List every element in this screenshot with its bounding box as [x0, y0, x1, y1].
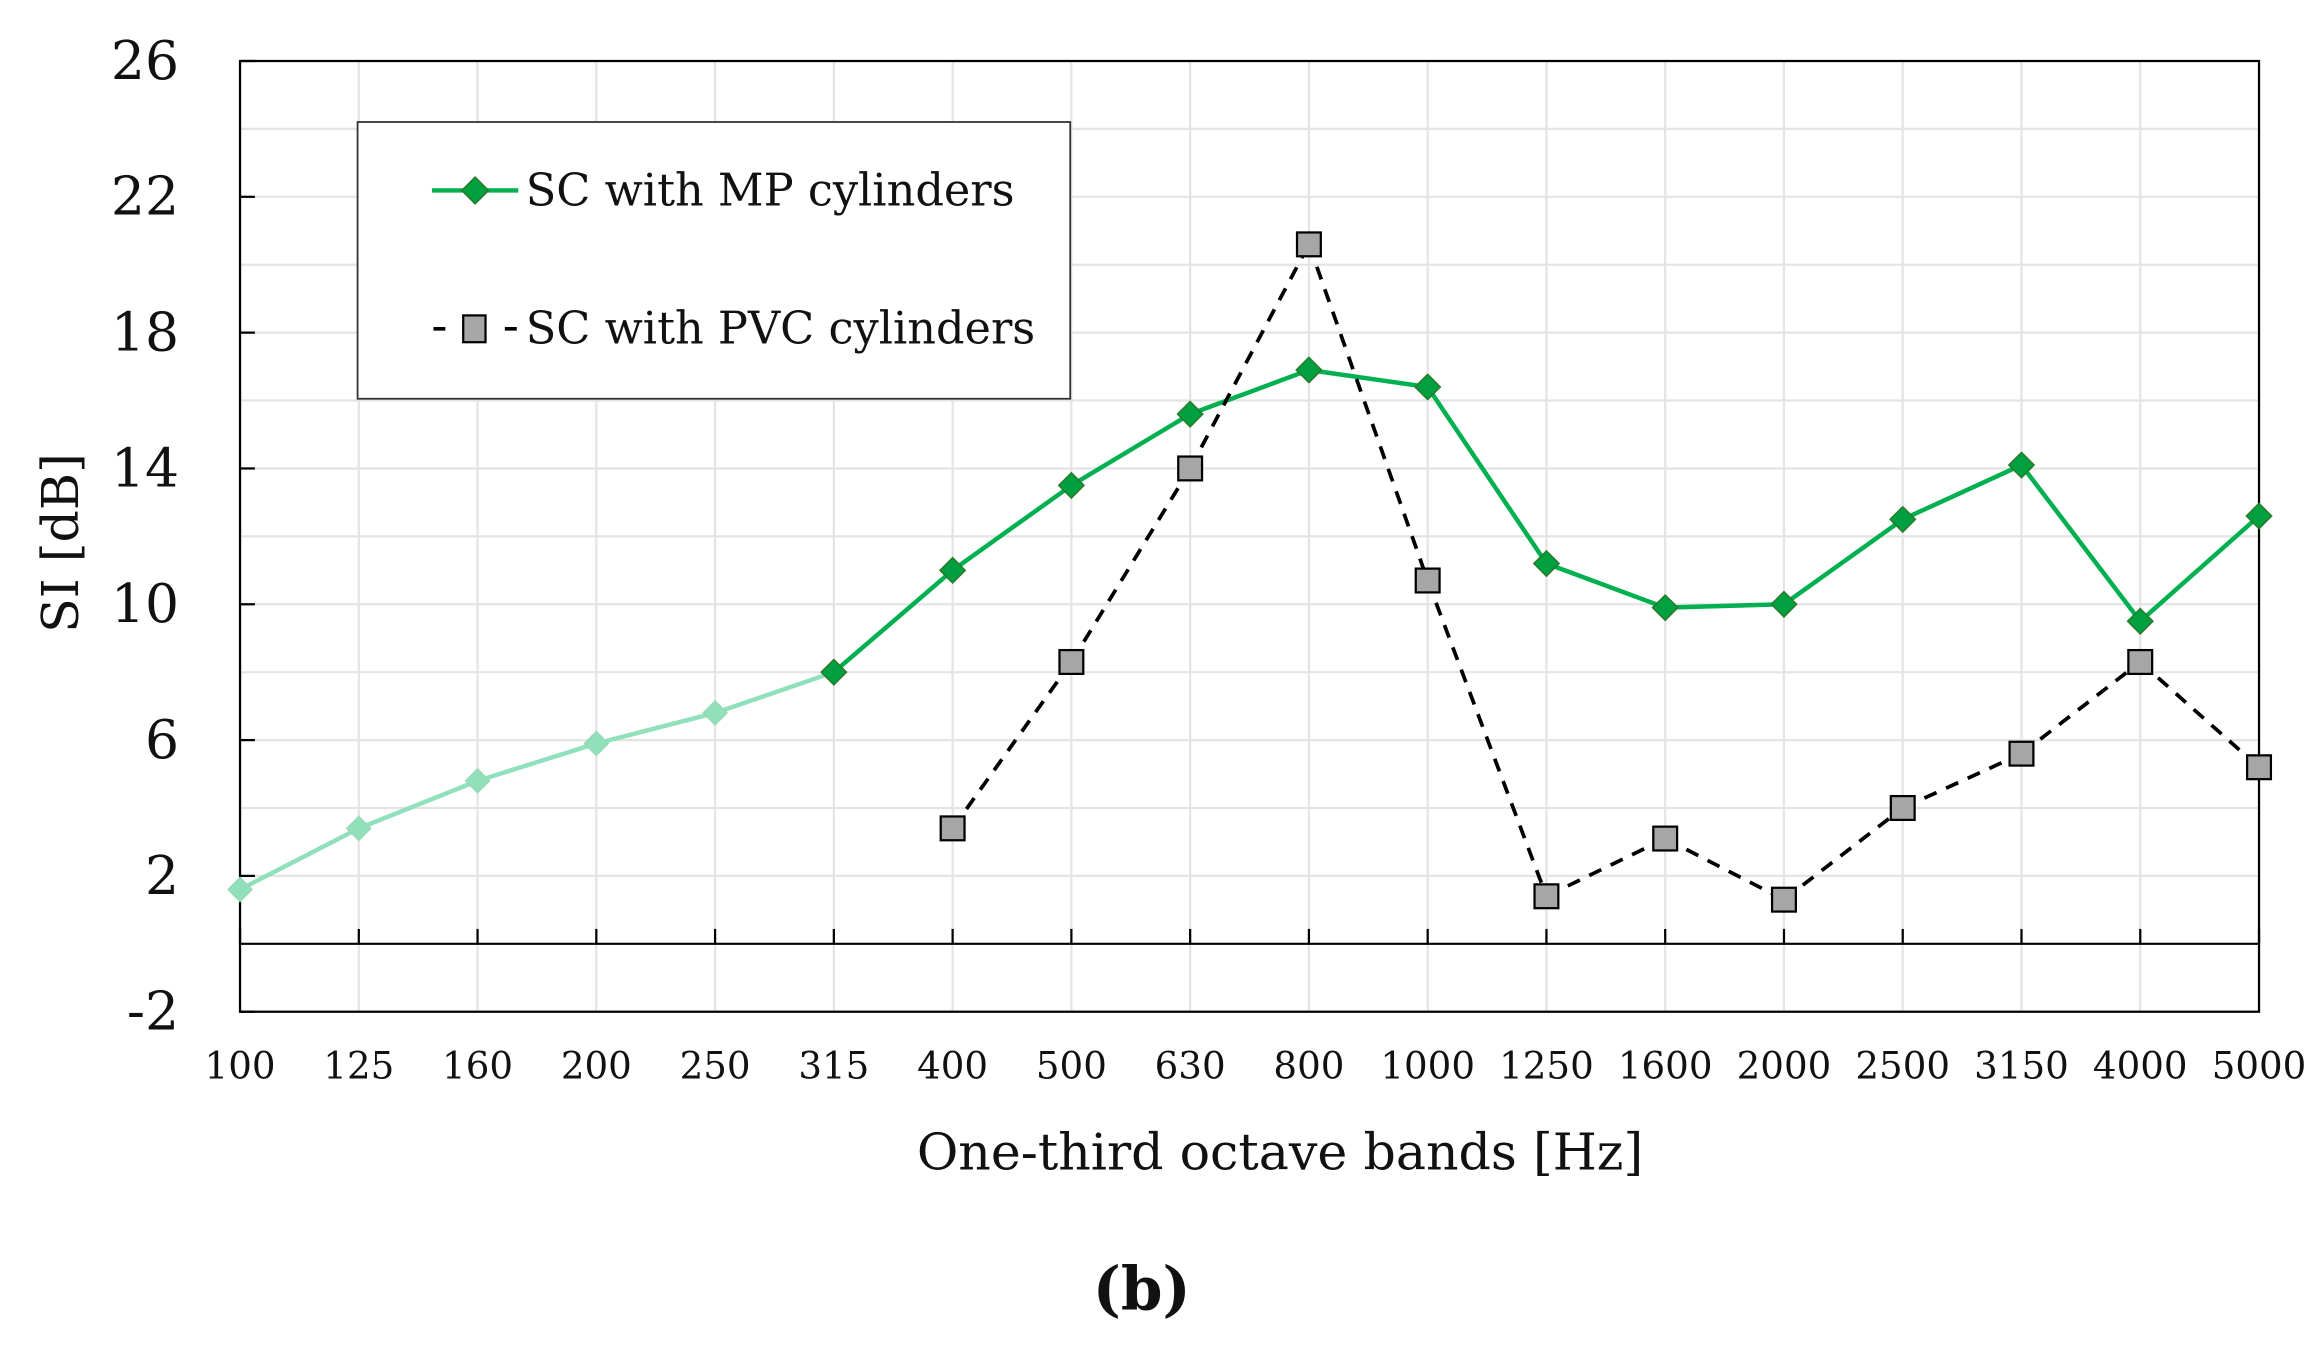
- x-tick-label: 1250: [1499, 1044, 1594, 1088]
- x-tick-label: 1000: [1380, 1044, 1475, 1088]
- mp-data-point: [1295, 356, 1323, 384]
- y-tick-label: 14: [111, 436, 179, 499]
- y-tick-label: 26: [111, 29, 179, 92]
- x-tick-label: 630: [1155, 1044, 1226, 1088]
- mp-data-point: [1651, 593, 1679, 622]
- mp-data-point: [1057, 471, 1086, 500]
- series-1-segment: [1425, 579, 1549, 897]
- series-0-segment: [1070, 412, 1192, 488]
- x-tick-label: 400: [917, 1044, 988, 1088]
- series-1-segment: [1782, 806, 1904, 902]
- series-0-segment: [2019, 463, 2143, 623]
- legend-mp-marker: [460, 175, 490, 205]
- series-1-segment: [2139, 660, 2261, 769]
- series-1-segment: [1545, 836, 1667, 898]
- x-tick-label: 800: [1273, 1044, 1344, 1088]
- pvc-data-point: [1058, 648, 1085, 676]
- y-axis-label: SI [dB]: [31, 453, 90, 633]
- series-0-segment: [357, 778, 479, 831]
- y-tick-label: 6: [145, 708, 179, 771]
- pvc-data-point: [1533, 883, 1560, 910]
- x-tick-label: 4000: [2093, 1044, 2188, 1088]
- x-tick-label: 200: [561, 1044, 632, 1088]
- x-tick-label: 2500: [1855, 1044, 1950, 1088]
- pvc-data-point: [1652, 825, 1679, 852]
- x-tick-label: 160: [442, 1044, 513, 1088]
- series-0-segment: [1425, 385, 1549, 565]
- pvc-data-point: [2008, 740, 2035, 767]
- mp-data-point: [345, 815, 372, 842]
- mp-data-point: [583, 730, 610, 757]
- series-0-segment: [1901, 463, 2023, 522]
- series-layer: [227, 231, 2273, 913]
- x-tick-labels: 100 125 160 200 250 315 400 500 630 800 1000 1250 16…: [205, 1044, 2307, 1088]
- pvc-data-point: [2127, 648, 2154, 676]
- mp-data-point: [702, 699, 729, 726]
- x-tick-label: 5000: [2212, 1044, 2307, 1088]
- series-0-segment: [476, 741, 597, 783]
- mp-data-point: [1532, 549, 1561, 578]
- pvc-data-point: [1414, 567, 1441, 594]
- mp-data-point: [1413, 373, 1442, 401]
- mp-data-point: [2007, 451, 2036, 479]
- mp-data-point: [464, 767, 491, 794]
- series-0-segment: [1189, 367, 1310, 417]
- series-1-segment: [1664, 836, 1785, 902]
- series-0-segment: [1308, 367, 1428, 390]
- x-tick-label: 500: [1036, 1044, 1107, 1088]
- series-0-segment: [951, 483, 1073, 573]
- series-0-segment: [1665, 602, 1785, 610]
- plot-frame: [238, 59, 2261, 1013]
- mp-data-point: [1176, 400, 1204, 428]
- y-tick-label: 10: [111, 572, 179, 635]
- legend-pvc-label: SC with PVC cylinders: [526, 303, 1036, 355]
- pvc-data-point: [939, 815, 966, 842]
- series-0-segment: [1545, 561, 1666, 610]
- series-0-segment: [714, 670, 835, 716]
- series-1-segment: [2020, 660, 2142, 756]
- mp-data-point: [2245, 502, 2273, 530]
- y-tick-label: -2: [127, 980, 179, 1043]
- series-0-segment: [1782, 517, 1905, 607]
- pvc-data-point: [2246, 754, 2273, 781]
- x-tick-label: 2000: [1737, 1044, 1832, 1088]
- series-1-segment: [1307, 243, 1430, 582]
- series-1-segment: [1901, 751, 2023, 810]
- y-tick-label: 2: [145, 844, 179, 907]
- x-tick-label: 315: [798, 1044, 869, 1088]
- x-tick-label: 100: [205, 1044, 276, 1088]
- mp-data-point: [938, 556, 967, 585]
- pvc-data-point: [1889, 794, 1916, 822]
- x-tick-label: 3150: [1974, 1044, 2069, 1088]
- axes: [238, 59, 2261, 1013]
- series-1-segment: [1069, 467, 1192, 663]
- x-tick-label: 125: [323, 1044, 394, 1088]
- legend-box: [356, 121, 1072, 400]
- x-tick-label: 1600: [1618, 1044, 1713, 1088]
- mp-data-point: [227, 876, 253, 903]
- series-0-segment: [595, 710, 716, 746]
- pvc-data-point: [1177, 455, 1204, 482]
- y-tick-label: 22: [111, 165, 179, 228]
- mp-data-point: [820, 658, 848, 686]
- legend-pvc-marker: [462, 314, 487, 344]
- series-1-segment: [951, 660, 1073, 830]
- mp-data-point: [2126, 607, 2154, 635]
- figure-caption: (b): [1093, 1254, 1191, 1324]
- x-tick-label: 250: [680, 1044, 751, 1088]
- mp-data-point: [1889, 505, 1917, 534]
- pvc-data-point: [1295, 231, 1322, 258]
- series-0-segment: [2138, 514, 2261, 623]
- legend-mp-label: SC with MP cylinders: [526, 164, 1015, 216]
- series-1-segment: [1188, 243, 1311, 470]
- mp-data-point: [1770, 590, 1798, 618]
- legend: SC with MP cylinders SC with PVC cylinde…: [356, 121, 1072, 400]
- series-0-segment: [239, 826, 360, 892]
- pvc-data-point: [1770, 886, 1797, 913]
- y-tick-label: 18: [111, 300, 179, 363]
- series-0-segment: [832, 568, 955, 674]
- x-axis-label: One-third octave bands [Hz]: [917, 1122, 1643, 1181]
